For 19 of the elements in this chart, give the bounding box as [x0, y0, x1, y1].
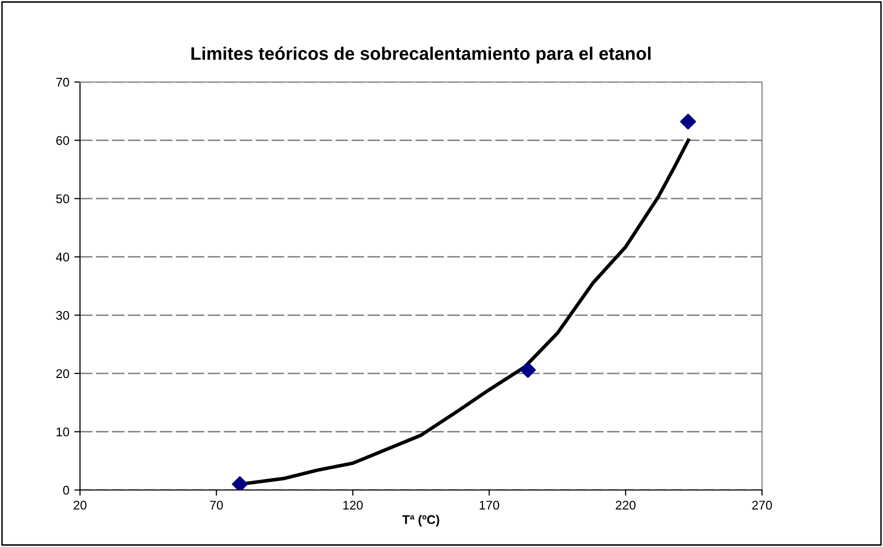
y-tick-label: 30 — [56, 310, 70, 320]
point — [520, 362, 536, 378]
y-tick-label: 10 — [56, 428, 70, 436]
point — [680, 114, 696, 130]
y-tick-label: 20 — [56, 369, 70, 378]
x-axis-title: Tª (ºC) — [402, 514, 440, 526]
y-tick-label: 50 — [56, 194, 70, 204]
y-tick-label: 70 — [56, 78, 70, 87]
y-tick-label: 0 — [63, 486, 70, 495]
x-tick-label: 20 — [74, 500, 86, 510]
x-tick-label: 120 — [343, 500, 363, 510]
x-tick-label: 220 — [616, 500, 636, 510]
x-tick-label: 270 — [752, 500, 772, 510]
y-tick-label: 60 — [56, 136, 70, 145]
x-tick-label: 70 — [210, 500, 223, 510]
x-tick-label: 170 — [480, 500, 500, 510]
chart-title: Limites teóricos de sobrecalentamiento para el etanol — [191, 46, 651, 64]
point — [232, 476, 248, 490]
y-tick-label: 40 — [56, 252, 70, 262]
